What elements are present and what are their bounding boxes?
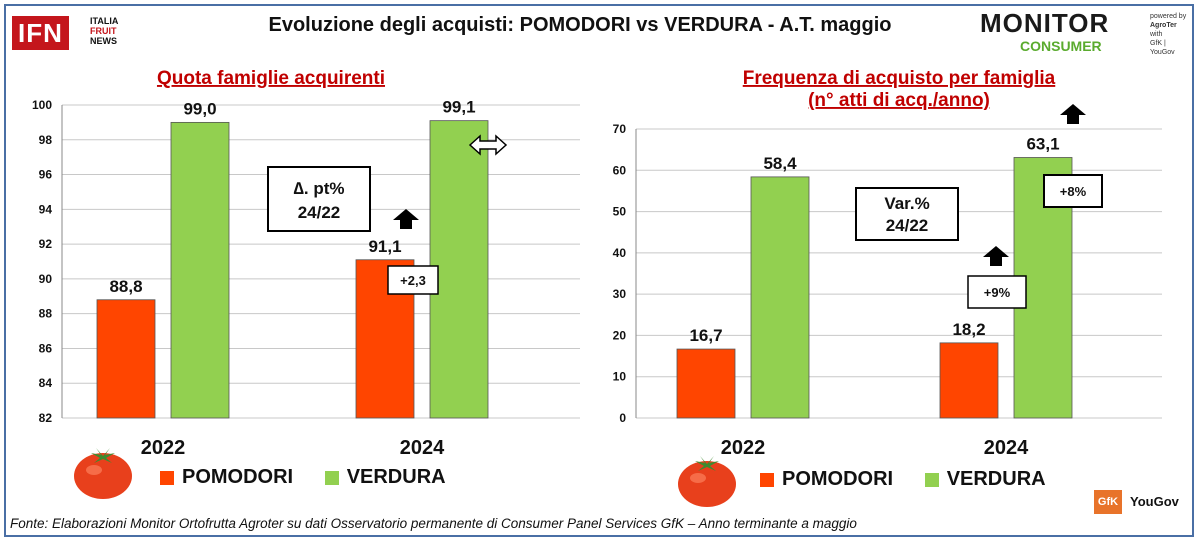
data-label: 91,1 [368,237,401,256]
change-box [967,275,1027,309]
data-label: 58,4 [763,154,797,173]
ifn-logo-line3: NEWS [90,36,117,46]
change-label-verdura: +8% [1060,184,1087,199]
monitor-consumer-logo: MONITOR CONSUMER powered by AgroTer with… [980,8,1190,58]
monitor-logo-line2: CONSUMER [1020,38,1102,54]
bar-pomodori [96,299,156,419]
up-arrow-icon [393,209,419,229]
category-label: 2024 [400,437,445,459]
var-box [855,187,959,241]
legend-label-pomodori: POMODORI [782,468,894,490]
ifn-logo: IFN ITALIA FRUIT NEWS [12,12,172,50]
legend-swatch-pomodori [760,472,774,487]
bar-verdura [170,121,230,419]
y-tick-label: 10 [613,370,627,384]
yougov-logo: YouGov [1130,494,1179,509]
chart-title: Quota famiglie acquirenti [157,68,385,89]
legend-label-verdura: VERDURA [346,466,446,488]
y-tick-label: 98 [39,133,53,147]
y-tick-label: 100 [32,98,52,112]
ifn-logo-sub: ITALIA FRUIT NEWS [90,16,118,46]
y-tick-label: 70 [613,122,627,136]
var-box-title: Var.% [884,194,929,213]
category-label: 2022 [141,437,186,459]
data-label: 16,7 [689,326,722,345]
y-tick-label: 92 [39,237,53,251]
source-note: Fonte: Elaborazioni Monitor Ortofrutta A… [10,516,857,531]
legend-swatch-verdura [924,472,939,487]
legend-swatch-pomodori [160,470,174,485]
ifn-logo-main: IFN [12,16,69,50]
legend-label-pomodori: POMODORI [182,466,294,488]
partners-text: GfK | YouGov [1150,40,1175,56]
category-label: 2024 [984,437,1029,459]
y-tick-label: 96 [39,168,53,182]
y-tick-label: 50 [613,205,627,219]
chart-title: Frequenza di acquisto per famiglia [743,68,1056,89]
y-tick-label: 30 [613,287,627,301]
y-tick-label: 94 [39,202,53,216]
gfk-yougov-logo: GfK YouGov [1094,488,1186,514]
page-title: Evoluzione degli acquisti: POMODORI vs V… [268,14,892,36]
y-tick-label: 88 [39,307,53,321]
var-box-sub: 24/22 [886,216,929,235]
bar-verdura [750,176,810,419]
y-tick-label: 86 [39,341,53,355]
category-label: 2022 [721,437,766,459]
tomato-icon [678,456,736,507]
y-tick-label: 82 [39,411,53,425]
y-tick-label: 90 [39,272,53,286]
ifn-logo-line1: ITALIA [90,16,119,26]
tomato-icon [74,448,132,499]
y-tick-label: 0 [619,411,626,425]
change-box [387,265,439,295]
y-tick-label: 84 [39,376,53,390]
legend-swatch-verdura [324,470,339,485]
steady-arrow-icon [468,134,508,156]
gfk-logo: GfK [1094,490,1122,514]
delta-box-title: ∆. pt% [293,179,344,198]
with-text: with [1150,31,1163,38]
legend-left: POMODORI VERDURA [160,466,446,489]
chart-frame [4,4,1194,537]
delta-box [267,166,371,232]
change-label-pomodori: +2,3 [400,273,426,288]
monitor-logo-line1: MONITOR [980,8,1110,38]
bar-pomodori [676,348,736,419]
delta-box-sub: 24/22 [298,203,341,222]
data-label: 18,2 [952,320,985,339]
bar-pomodori [939,342,999,419]
data-label: 63,1 [1026,134,1059,153]
y-tick-label: 20 [613,328,627,342]
change-box [1043,174,1103,208]
y-tick-label: 40 [613,246,627,260]
up-arrow-icon [1060,104,1086,124]
bar-verdura [429,120,489,419]
chart-subtitle: (n° atti di acq./anno) [808,90,990,111]
ifn-logo-line2: FRUIT [90,26,117,36]
data-label: 88,8 [109,277,142,296]
up-arrow-icon [983,246,1009,266]
data-label: 99,1 [442,98,475,117]
y-tick-label: 60 [613,163,627,177]
monitor-logo-powered: powered by AgroTer with GfK | YouGov [1150,12,1190,57]
legend-label-verdura: VERDURA [946,468,1046,490]
data-label: 99,0 [183,99,216,118]
agroter-text: AgroTer [1150,22,1177,29]
change-label-pomodori: +9% [984,285,1011,300]
legend-right: POMODORI VERDURA [760,468,1046,491]
powered-by-text: powered by [1150,13,1187,20]
